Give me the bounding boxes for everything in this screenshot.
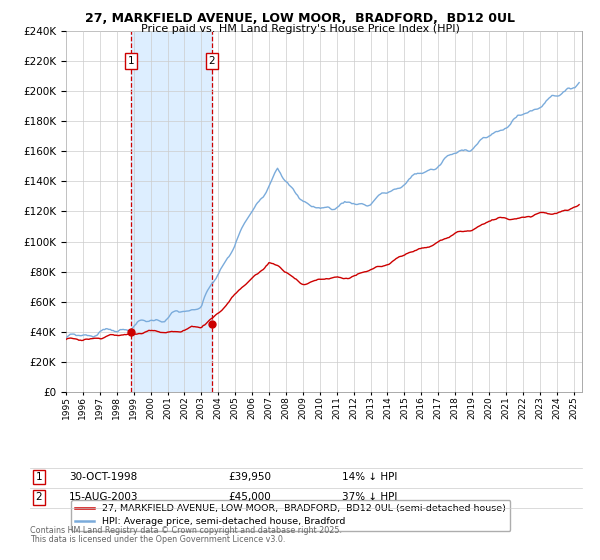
Text: £45,000: £45,000 xyxy=(228,492,271,502)
Bar xyxy=(131,31,212,392)
Legend: 27, MARKFIELD AVENUE, LOW MOOR,  BRADFORD,  BD12 0UL (semi-detached house), HPI:: 27, MARKFIELD AVENUE, LOW MOOR, BRADFORD… xyxy=(71,500,511,531)
Text: 1: 1 xyxy=(127,56,134,66)
Text: 27, MARKFIELD AVENUE, LOW MOOR,  BRADFORD,  BD12 0UL: 27, MARKFIELD AVENUE, LOW MOOR, BRADFORD… xyxy=(85,12,515,25)
Text: Contains HM Land Registry data © Crown copyright and database right 2025.: Contains HM Land Registry data © Crown c… xyxy=(30,526,342,535)
Text: 1: 1 xyxy=(35,472,43,482)
Text: 15-AUG-2003: 15-AUG-2003 xyxy=(69,492,139,502)
Text: 2: 2 xyxy=(209,56,215,66)
Text: 2: 2 xyxy=(35,492,43,502)
Text: 37% ↓ HPI: 37% ↓ HPI xyxy=(342,492,397,502)
Text: £39,950: £39,950 xyxy=(228,472,271,482)
Text: 14% ↓ HPI: 14% ↓ HPI xyxy=(342,472,397,482)
Text: Price paid vs. HM Land Registry's House Price Index (HPI): Price paid vs. HM Land Registry's House … xyxy=(140,24,460,34)
Text: 30-OCT-1998: 30-OCT-1998 xyxy=(69,472,137,482)
Text: This data is licensed under the Open Government Licence v3.0.: This data is licensed under the Open Gov… xyxy=(30,535,286,544)
